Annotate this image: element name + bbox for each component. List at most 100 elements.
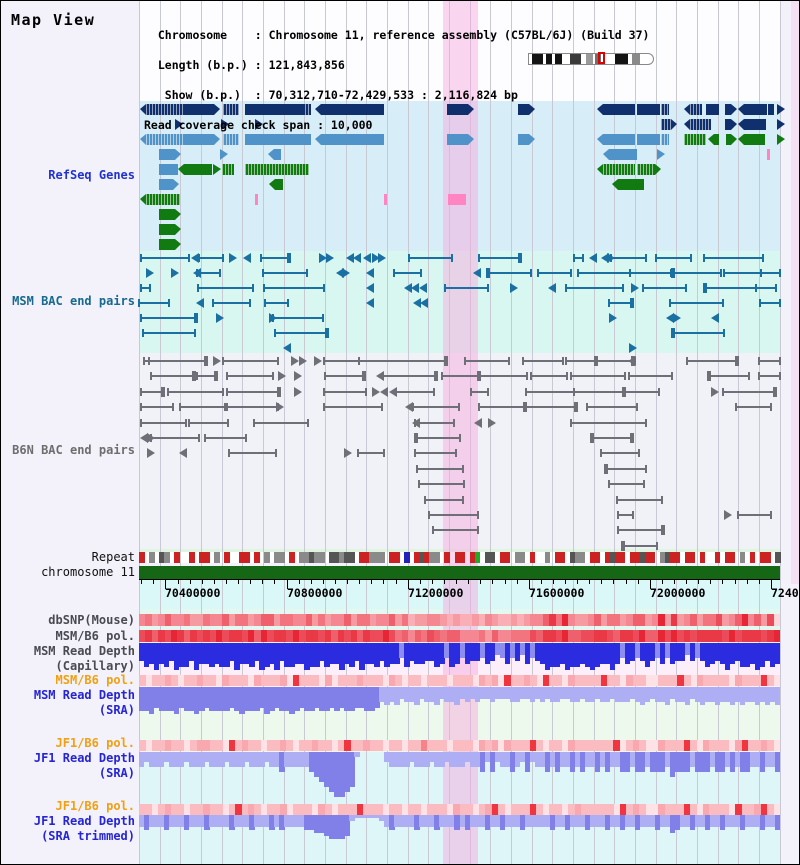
b6n-bac-end-pairs-pair-line[interactable] xyxy=(417,467,463,470)
b6n-bac-end-pairs-pair-line[interactable] xyxy=(591,437,631,439)
msm-bac-end-pairs-arrow[interactable] xyxy=(419,283,427,293)
gene[interactable] xyxy=(275,179,283,190)
msm-bac-end-pairs-pair-line[interactable] xyxy=(479,257,519,259)
b6n-bac-end-pairs-pair-line[interactable] xyxy=(415,437,460,439)
gene-arrow[interactable] xyxy=(220,149,228,160)
gene[interactable] xyxy=(726,134,731,145)
msm-bac-end-pairs-arrow[interactable] xyxy=(229,253,237,263)
msm-bac-end-pairs-arrow[interactable] xyxy=(353,253,361,263)
msm-bac-end-pairs-pair-line[interactable] xyxy=(756,287,776,289)
gene[interactable] xyxy=(447,104,468,115)
b6n-bac-end-pairs-arrow[interactable] xyxy=(140,433,148,443)
gene[interactable] xyxy=(146,104,185,115)
b6n-bac-end-pairs-pair-line[interactable] xyxy=(197,375,215,378)
b6n-bac-end-pairs-pair-line[interactable] xyxy=(723,390,774,393)
msm-bac-end-pairs-pair-line[interactable] xyxy=(141,317,195,319)
gene[interactable] xyxy=(245,164,303,175)
msm-bac-end-pairs-arrow[interactable] xyxy=(548,283,556,293)
gene[interactable] xyxy=(725,119,731,130)
msm-bac-end-pairs-pair-line[interactable] xyxy=(409,257,452,259)
msm-bac-end-pairs-arrow[interactable] xyxy=(269,313,277,323)
b6n-bac-end-pairs-arrow[interactable] xyxy=(291,356,299,366)
gene[interactable] xyxy=(185,104,214,115)
msm-bac-end-pairs-arrow[interactable] xyxy=(378,253,386,263)
msm-bac-end-pairs-pair-line[interactable] xyxy=(672,272,721,274)
b6n-bac-end-pairs-pair-line[interactable] xyxy=(324,406,382,409)
b6n-bac-end-pairs-pair-line[interactable] xyxy=(151,375,193,378)
msm-bac-end-pairs-arrow[interactable] xyxy=(319,253,327,263)
b6n-bac-end-pairs-pair-line[interactable] xyxy=(141,421,186,424)
b6n-bac-end-pairs-pair-line[interactable] xyxy=(325,375,363,378)
jf1-read-depth-sra-trimmed[interactable] xyxy=(139,815,781,864)
gene[interactable] xyxy=(146,134,185,145)
gene[interactable] xyxy=(768,104,774,115)
gene[interactable] xyxy=(274,149,281,160)
msm-b6-pol-band[interactable] xyxy=(139,630,781,642)
msm-bac-end-pairs-arrow[interactable] xyxy=(336,268,344,278)
gene[interactable] xyxy=(159,224,175,235)
gene[interactable] xyxy=(684,134,706,145)
b6n-bac-end-pairs-pair-line[interactable] xyxy=(141,390,162,393)
gene[interactable] xyxy=(302,164,309,175)
msm-bac-end-pairs-arrow[interactable] xyxy=(366,298,374,308)
gene[interactable] xyxy=(609,149,637,160)
b6n-bac-end-pairs-pair-line[interactable] xyxy=(227,390,278,393)
msm-bac-end-pairs-pair-line[interactable] xyxy=(760,302,780,304)
msm-bac-end-pairs-arrow[interactable] xyxy=(346,253,354,263)
b6n-bac-end-pairs-arrow[interactable] xyxy=(179,448,187,459)
gene[interactable] xyxy=(603,104,635,115)
b6n-bac-end-pairs-arrow[interactable] xyxy=(389,386,397,397)
b6n-bac-end-pairs-pair-line[interactable] xyxy=(141,406,173,409)
gene[interactable] xyxy=(690,119,711,130)
gene-arrow[interactable] xyxy=(175,119,183,130)
gene[interactable] xyxy=(159,149,175,160)
b6n-bac-end-pairs-pair-line[interactable] xyxy=(595,360,632,362)
jf1-read-depth-sra[interactable] xyxy=(139,752,781,802)
b6n-bac-end-pairs-pair-line[interactable] xyxy=(617,498,662,501)
b6n-bac-end-pairs-pair-line[interactable] xyxy=(623,390,659,393)
gene[interactable] xyxy=(744,119,766,130)
msm-bac-end-pairs-pair-line[interactable] xyxy=(578,272,630,274)
msm-read-depth-capillary[interactable] xyxy=(139,643,781,693)
msm-bac-end-pairs-pair-line[interactable] xyxy=(139,302,169,304)
msm-bac-end-pairs-pair-line[interactable] xyxy=(199,257,223,259)
gene-arrow[interactable] xyxy=(657,149,665,160)
msm-bac-end-pairs-arrow[interactable] xyxy=(589,253,597,263)
gene[interactable] xyxy=(661,104,669,115)
b6n-bac-end-pairs-pair-line[interactable] xyxy=(168,390,223,393)
gene[interactable] xyxy=(637,134,660,145)
b6n-bac-end-pairs-pair-line[interactable] xyxy=(324,360,359,362)
b6n-bac-end-pairs-arrow[interactable] xyxy=(380,386,388,397)
msm-bac-end-pairs-arrow[interactable] xyxy=(609,313,617,323)
gene[interactable] xyxy=(223,104,239,115)
gene[interactable] xyxy=(518,104,529,115)
b6n-bac-end-pairs-pair-line[interactable] xyxy=(419,483,464,486)
gene-arrow[interactable] xyxy=(213,164,221,175)
gene[interactable] xyxy=(637,164,655,175)
gene[interactable] xyxy=(706,104,719,115)
msm-bac-end-pairs-pair-line[interactable] xyxy=(672,332,724,334)
msm-bac-end-pairs-arrow[interactable] xyxy=(366,268,374,278)
msm-bac-end-pairs-arrow[interactable] xyxy=(607,253,615,263)
b6n-bac-end-pairs-pair-line[interactable] xyxy=(151,437,199,439)
msm-bac-end-pairs-pair-line[interactable] xyxy=(198,287,253,289)
b6n-bac-end-pairs-pair-line[interactable] xyxy=(609,483,644,486)
gene[interactable] xyxy=(159,164,178,175)
b6n-bac-end-pairs-arrow[interactable] xyxy=(412,417,420,428)
b6n-bac-end-pairs-arrow[interactable] xyxy=(376,371,384,382)
gene[interactable] xyxy=(448,194,466,205)
b6n-bac-end-pairs-arrow[interactable] xyxy=(147,448,155,459)
gene[interactable] xyxy=(744,104,767,115)
b6n-bac-end-pairs-pair-line[interactable] xyxy=(383,375,435,378)
gene[interactable] xyxy=(618,179,644,190)
msm-bac-end-pairs-arrow[interactable] xyxy=(191,253,199,263)
b6n-bac-end-pairs-pair-line[interactable] xyxy=(413,406,459,409)
b6n-bac-end-pairs-pair-line[interactable] xyxy=(227,375,273,378)
gene[interactable] xyxy=(159,239,175,250)
msm-bac-end-pairs-pair-line[interactable] xyxy=(630,272,671,274)
b6n-bac-end-pairs-pair-line[interactable] xyxy=(429,514,478,516)
gene[interactable] xyxy=(661,134,669,145)
msm-bac-end-pairs-arrow[interactable] xyxy=(629,343,637,353)
b6n-bac-end-pairs-pair-line[interactable] xyxy=(526,406,575,409)
msm-bac-end-pairs-pair-line[interactable] xyxy=(487,272,531,274)
